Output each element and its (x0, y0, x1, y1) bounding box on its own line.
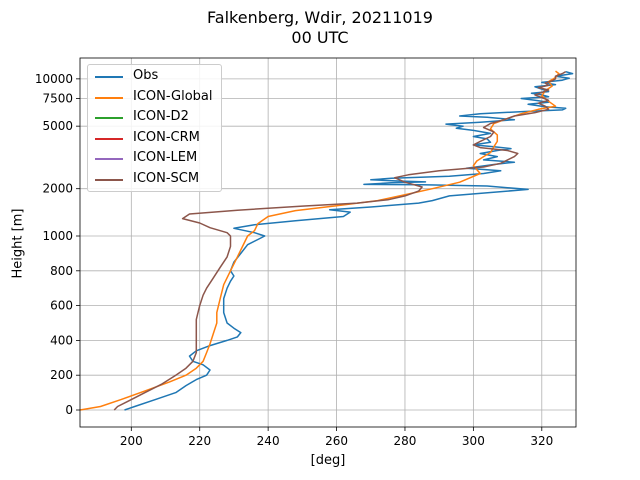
legend-swatch (95, 76, 123, 78)
legend-label: ICON-CRM (133, 129, 200, 145)
plot-frame (79, 57, 577, 428)
tick-labels: 200 220 240 260 280 300 320 0 200 400 600 800 1000 20… (35, 72, 553, 448)
y-tick-label: 800 (50, 264, 73, 278)
legend-label: ICON-SCM (133, 170, 200, 186)
legend-label: ICON-D2 (133, 109, 189, 124)
x-tick-label: 260 (325, 434, 348, 448)
y-tick-label: 1000 (42, 229, 73, 243)
x-tick-label: 240 (257, 434, 280, 448)
legend-swatch (95, 178, 123, 181)
series-line-icon-scm (113, 71, 567, 411)
x-tick-label: 320 (530, 434, 553, 448)
legend-label: Obs (133, 68, 159, 83)
y-tick-label: 200 (50, 368, 73, 382)
axes (76, 57, 577, 431)
legend-label: ICON-LEM (133, 150, 198, 165)
chart-subtitle: 00 UTC (291, 28, 349, 47)
y-tick-label: 2000 (42, 182, 73, 196)
x-tick-label: 220 (188, 434, 211, 448)
legend-swatch (95, 137, 123, 140)
y-tick-label: 7500 (42, 91, 73, 105)
legend-label: ICON-Global (133, 88, 213, 104)
legend-swatch (95, 158, 123, 160)
y-tick-label: 0 (65, 403, 73, 417)
x-tick-label: 300 (462, 434, 485, 448)
x-tick-label: 280 (394, 434, 417, 448)
series-lines (79, 70, 574, 411)
legend: Obs ICON-Global ICON-D2 ICON-CRM ICON-LEM ICO… (87, 64, 222, 192)
legend-swatch (95, 96, 123, 99)
series-line-obs (124, 70, 574, 411)
y-tick-label: 600 (50, 299, 73, 313)
y-tick-label: 400 (50, 333, 73, 347)
legend-swatch (95, 117, 123, 119)
x-tick-label: 200 (120, 434, 143, 448)
y-axis-label: Height [m] (10, 208, 26, 279)
y-tick-label: 10000 (35, 72, 73, 86)
x-axis-label: [deg] (310, 453, 346, 468)
y-tick-label: 5000 (42, 119, 73, 133)
chart-title: Falkenberg, Wdir, 20211019 (207, 8, 433, 27)
